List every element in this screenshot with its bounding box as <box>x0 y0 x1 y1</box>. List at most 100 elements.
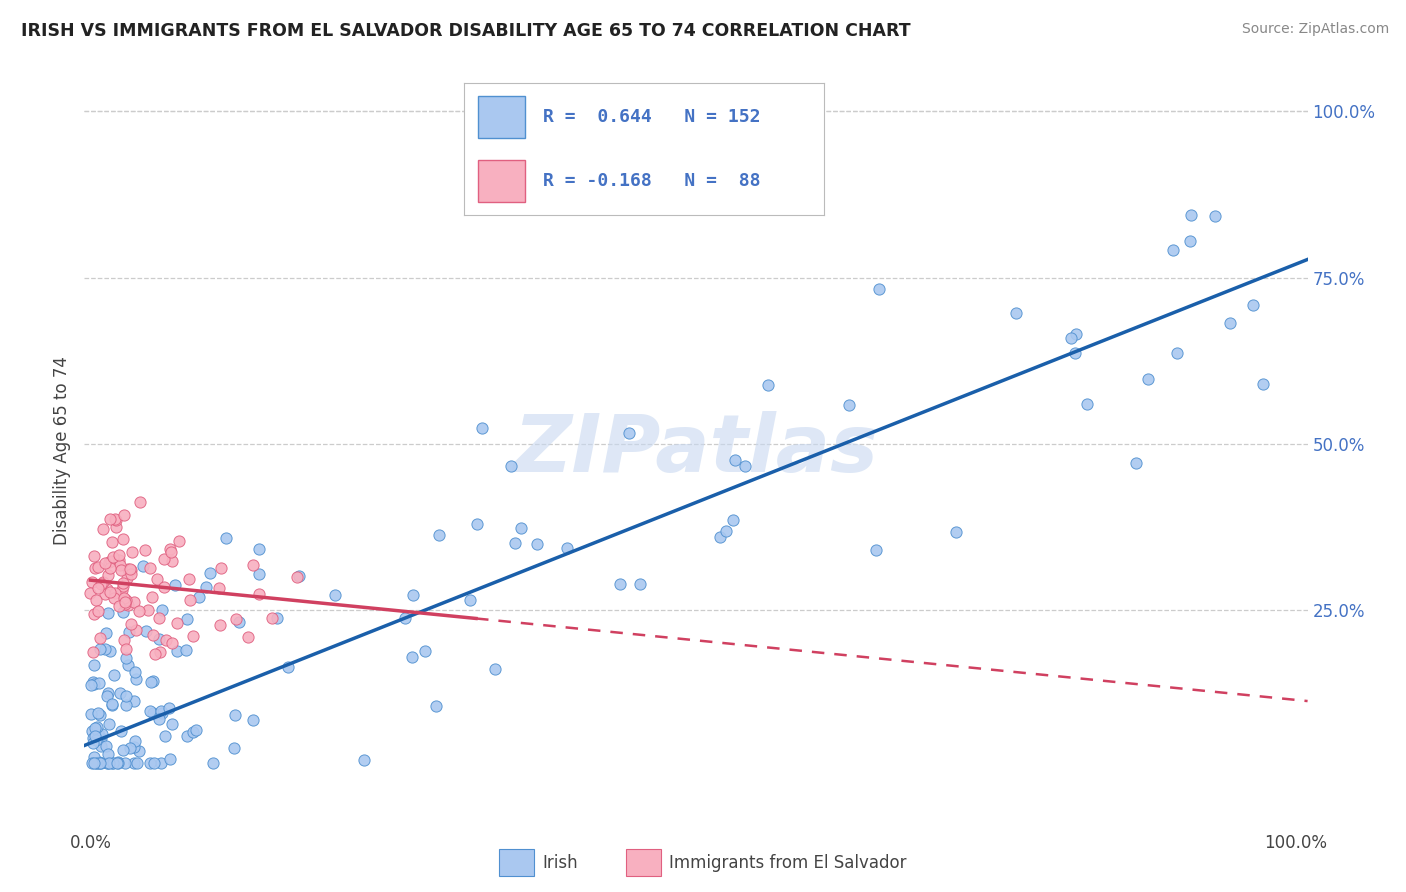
Point <box>84 592 107 607</box>
Point <box>242 713 264 727</box>
Point <box>184 723 207 738</box>
Point <box>148 712 170 726</box>
Point <box>87 604 110 618</box>
Point <box>125 623 148 637</box>
Point <box>86 733 108 747</box>
Point <box>114 756 136 770</box>
Point <box>124 693 146 707</box>
Text: IRISH VS IMMIGRANTS FROM EL SALVADOR DISABILITY AGE 65 TO 74 CORRELATION CHART: IRISH VS IMMIGRANTS FROM EL SALVADOR DIS… <box>21 22 911 40</box>
Point <box>181 724 204 739</box>
Point <box>83 561 105 575</box>
Point <box>617 425 640 440</box>
Point <box>323 588 346 602</box>
Text: Source: ZipAtlas.com: Source: ZipAtlas.com <box>1241 22 1389 37</box>
Point <box>97 568 120 582</box>
Point <box>225 612 247 626</box>
Point <box>101 756 124 770</box>
Point <box>97 686 120 700</box>
Point <box>139 704 162 718</box>
Point <box>142 756 165 770</box>
Point <box>100 585 122 599</box>
Point <box>142 706 165 720</box>
Point <box>104 512 127 526</box>
Point <box>159 752 181 766</box>
Point <box>94 642 117 657</box>
Point <box>87 581 110 595</box>
Point <box>132 559 155 574</box>
Point <box>82 645 104 659</box>
Point <box>90 727 112 741</box>
Point <box>135 624 157 638</box>
Point <box>458 592 481 607</box>
Point <box>107 756 129 770</box>
Point <box>484 662 506 676</box>
Point <box>122 595 145 609</box>
Point <box>177 572 200 586</box>
Point <box>103 668 125 682</box>
Point <box>114 598 136 612</box>
Point <box>98 512 121 526</box>
Point <box>1180 208 1202 222</box>
Point <box>124 734 146 748</box>
Point <box>112 591 135 605</box>
Point <box>90 756 112 770</box>
Point <box>120 562 142 576</box>
Point <box>202 756 225 770</box>
Point <box>208 581 231 595</box>
Point <box>112 575 135 590</box>
Point <box>714 524 737 539</box>
Point <box>97 555 120 569</box>
Point <box>120 563 142 577</box>
Point <box>247 587 270 601</box>
Point <box>115 689 138 703</box>
Point <box>128 744 150 758</box>
Point <box>120 566 142 581</box>
Point <box>101 697 124 711</box>
Point <box>1060 331 1083 345</box>
Text: Irish: Irish <box>543 854 578 871</box>
Point <box>155 633 177 648</box>
Point <box>115 642 138 657</box>
Point <box>82 731 104 746</box>
Point <box>401 588 423 602</box>
Point <box>105 756 128 770</box>
Point <box>117 657 139 672</box>
Point <box>93 574 115 589</box>
Point <box>108 599 131 613</box>
Point <box>509 521 531 535</box>
Point <box>1137 372 1160 386</box>
Point <box>108 552 131 566</box>
Point <box>97 747 120 761</box>
Point <box>96 582 118 596</box>
Point <box>125 673 148 687</box>
Point <box>150 756 173 770</box>
Point <box>465 517 488 532</box>
Point <box>138 602 160 616</box>
Point <box>82 735 104 749</box>
Point <box>1125 456 1147 470</box>
Point <box>179 593 201 607</box>
Point <box>114 595 136 609</box>
Point <box>503 536 526 550</box>
Point <box>83 756 105 770</box>
Point <box>288 568 311 582</box>
Point <box>104 513 127 527</box>
Point <box>104 586 127 600</box>
Point <box>141 591 163 605</box>
Point <box>285 570 308 584</box>
Point <box>111 583 134 598</box>
Point <box>97 756 120 770</box>
Point <box>138 756 160 770</box>
Point <box>115 698 138 712</box>
Point <box>236 630 259 644</box>
Point <box>150 603 173 617</box>
Point <box>353 754 375 768</box>
Point <box>1166 346 1188 360</box>
Point <box>124 665 146 679</box>
Point <box>526 537 548 551</box>
Point <box>90 739 112 753</box>
Point <box>471 421 494 435</box>
Point <box>89 708 111 723</box>
Point <box>112 743 135 757</box>
Point <box>90 577 112 591</box>
